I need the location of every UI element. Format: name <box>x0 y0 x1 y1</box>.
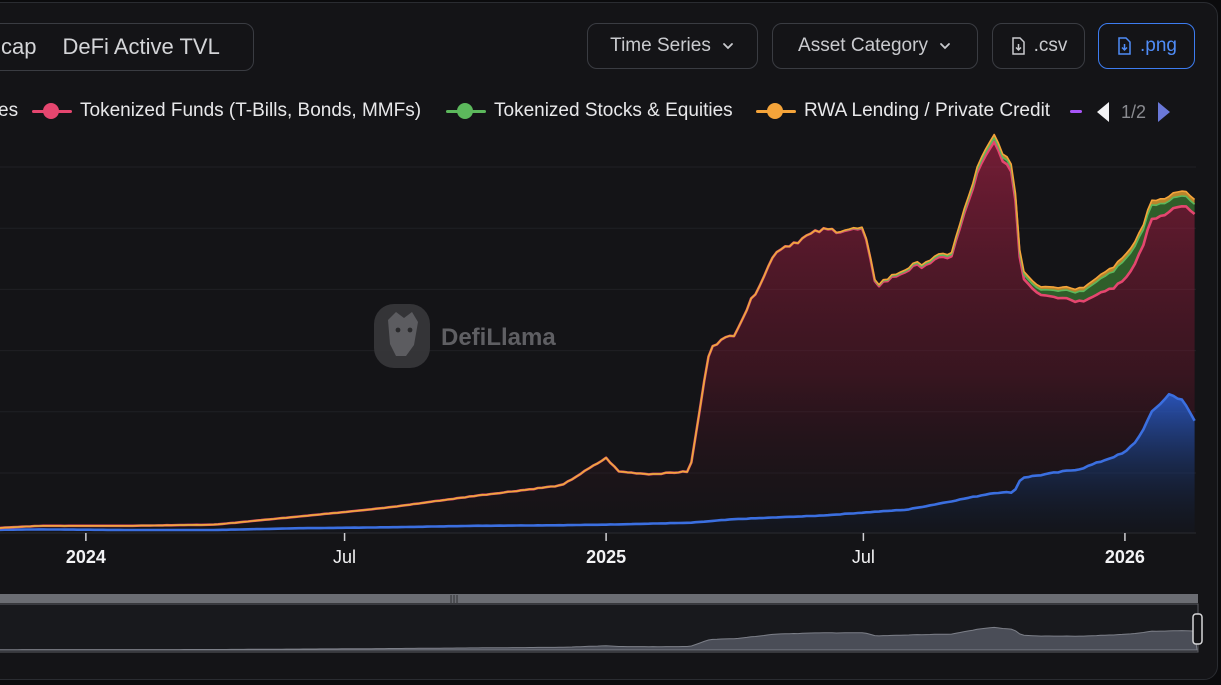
chevron-down-icon <box>940 43 950 50</box>
range-selector[interactable]: ||| <box>0 594 1203 653</box>
metric-tabs: cap DeFi Active TVL <box>0 23 254 71</box>
chevron-down-icon <box>722 43 733 50</box>
legend-label: es <box>0 100 19 121</box>
x-tick-label: Jul <box>852 547 875 567</box>
legend-item-tokenized-funds[interactable]: Tokenized Funds (T-Bills, Bonds, MMFs) <box>32 96 421 126</box>
csv-download-button[interactable]: .csv <box>992 23 1085 69</box>
png-label: .png <box>1140 35 1177 56</box>
range-scrollbar[interactable] <box>0 594 1198 603</box>
series-line-0 <box>0 392 1196 532</box>
time-series-dropdown[interactable]: Time Series <box>587 23 758 69</box>
range-right-handle[interactable] <box>1192 613 1203 645</box>
tab-defi-active-tvl[interactable]: DeFi Active TVL <box>62 34 220 59</box>
legend-page-indicator: 1/2 <box>1121 101 1147 122</box>
legend-item-overflow[interactable] <box>1070 96 1082 126</box>
legend: es Tokenized Funds (T-Bills, Bonds, MMFs… <box>0 96 1221 126</box>
x-tick-label: 2024 <box>66 547 106 567</box>
file-download-icon <box>1118 37 1131 55</box>
asset-category-dropdown[interactable]: Asset Category <box>772 23 978 69</box>
x-tick-label: 2026 <box>1105 547 1145 567</box>
legend-marker-icon <box>756 101 796 121</box>
series-line-3 <box>0 133 1196 529</box>
series-area-1 <box>0 141 1195 530</box>
range-grip-icon[interactable]: ||| <box>449 595 458 605</box>
x-tick-label: Jul <box>333 547 356 567</box>
png-download-button[interactable]: .png <box>1098 23 1195 69</box>
watermark: DefiLlama <box>374 304 556 368</box>
legend-item-tokenized-stocks[interactable]: Tokenized Stocks & Equities <box>446 96 733 126</box>
watermark-text: DefiLlama <box>441 324 556 351</box>
csv-label: .csv <box>1033 35 1068 56</box>
legend-item-rwa-lending[interactable]: RWA Lending / Private Credit <box>756 96 1050 126</box>
series-area-0 <box>0 394 1195 533</box>
legend-pager: 1/2 <box>1095 98 1172 126</box>
legend-marker-icon <box>32 101 72 121</box>
pager-prev-icon[interactable] <box>1095 101 1111 123</box>
tab-mcap[interactable]: cap <box>1 34 37 59</box>
x-axis: 2024 Jul 2025 Jul 2026 <box>0 532 1196 567</box>
legend-overflow-marker-icon <box>1070 109 1082 113</box>
time-series-label: Time Series <box>610 35 711 56</box>
defillama-logo-icon <box>374 304 430 368</box>
series-layer <box>0 133 1196 533</box>
legend-item-partial[interactable]: es <box>0 96 18 126</box>
legend-label: Tokenized Funds (T-Bills, Bonds, MMFs) <box>80 100 422 121</box>
file-download-icon <box>1011 37 1025 55</box>
legend-label: RWA Lending / Private Credit <box>804 100 1051 121</box>
legend-marker-icon <box>446 101 486 121</box>
pager-next-icon[interactable] <box>1156 101 1172 123</box>
asset-category-label: Asset Category <box>798 35 928 56</box>
x-tick-label: 2025 <box>586 547 626 567</box>
range-preview-area <box>0 626 1198 651</box>
legend-label: Tokenized Stocks & Equities <box>494 100 733 121</box>
